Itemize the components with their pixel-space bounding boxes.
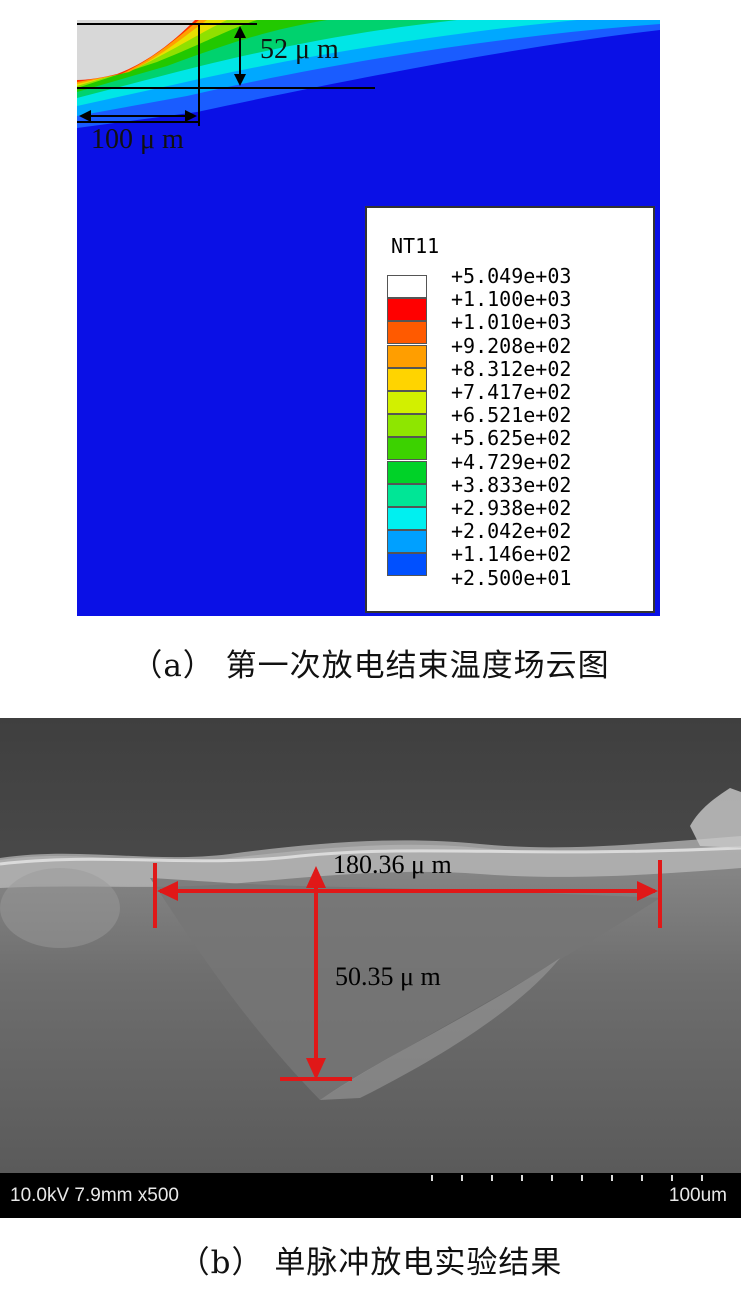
legend-label: +7.417e+02 — [451, 380, 572, 404]
sem-depth-label: 50.35 μ m — [335, 962, 441, 991]
sem-micrograph — [0, 718, 741, 1173]
legend-label: +9.208e+02 — [451, 333, 572, 358]
sem-info-bar: 10.0kV 7.9mm x500 100um — [0, 1173, 741, 1218]
legend-swatch — [387, 530, 427, 554]
legend-entry: +3.833e+02 — [387, 472, 647, 507]
legend-entry: +9.208e+02 — [387, 333, 647, 368]
legend-label: +8.312e+02 — [451, 356, 572, 381]
temperature-field-panel: 52 μ m 100 μ m NT11 +5.049e+03 +1.100e+03… — [77, 20, 660, 616]
legend-swatch — [387, 298, 427, 322]
legend-swatch — [387, 437, 427, 461]
legend-swatch — [387, 321, 427, 345]
legend-label: +5.049e+03 — [451, 264, 572, 288]
legend-swatch — [387, 367, 427, 391]
legend-entry: +2.938e+02 — [387, 496, 647, 530]
legend-swatch — [387, 414, 427, 438]
legend-title: NT11 — [391, 234, 440, 258]
legend-swatch — [387, 507, 427, 530]
legend-entry: +4.729e+02 — [387, 449, 647, 484]
legend-label: +1.010e+03 — [451, 310, 572, 335]
legend-entry: +8.312e+02 — [387, 356, 647, 391]
legend-entry: +2.042e+02 — [387, 519, 647, 554]
legend-label: +4.729e+02 — [451, 449, 572, 474]
legend-entry: +5.049e+03 — [387, 264, 647, 298]
sem-image-panel: 180.36 μ m 50.35 μ m 10.0kV 7.9mm x500 1… — [0, 718, 741, 1218]
caption-a: （a） 第一次放电结束温度场云图 — [131, 648, 610, 684]
sem-width-label: 180.36 μ m — [333, 850, 452, 879]
legend-label: +3.833e+02 — [451, 472, 572, 497]
legend-swatch — [387, 460, 427, 484]
legend-entry: +6.521e+02 — [387, 403, 647, 438]
legend-swatch — [387, 391, 427, 414]
legend-entry: +1.010e+03 — [387, 310, 647, 345]
legend-entry: +1.100e+03 — [387, 287, 647, 322]
legend-entry: +5.625e+02 — [387, 426, 647, 461]
legend-swatch — [387, 483, 427, 507]
legend-swatch — [387, 553, 427, 577]
legend-label: +2.938e+02 — [451, 496, 572, 520]
legend-entry: +7.417e+02 — [387, 380, 647, 414]
crater-width-label: 100 μ m — [91, 124, 184, 155]
scale-ticks — [431, 1175, 703, 1181]
legend-label: +1.146e+02 — [451, 542, 572, 567]
legend-label: +2.042e+02 — [451, 519, 572, 544]
legend-label: +1.100e+03 — [451, 287, 572, 312]
legend-label: +5.625e+02 — [451, 426, 572, 451]
legend-entry: +1.146e+02 — [387, 542, 647, 577]
legend-label: +6.521e+02 — [451, 403, 572, 428]
crater-depth-label: 52 μ m — [260, 34, 339, 65]
color-legend: NT11 +5.049e+03 +1.100e+03 +1.010e+03 +9.20… — [365, 206, 655, 613]
sem-scale-label: 100um — [668, 1185, 727, 1206]
legend-swatch — [387, 275, 427, 298]
legend-label: +2.500e+01 — [451, 565, 572, 590]
legend-entry: +2.500e+01 — [387, 566, 647, 590]
legend-swatch — [387, 344, 427, 368]
caption-b: （b） 单脉冲放电实验结果 — [178, 1245, 563, 1281]
sem-acquisition-info: 10.0kV 7.9mm x500 — [10, 1185, 179, 1206]
